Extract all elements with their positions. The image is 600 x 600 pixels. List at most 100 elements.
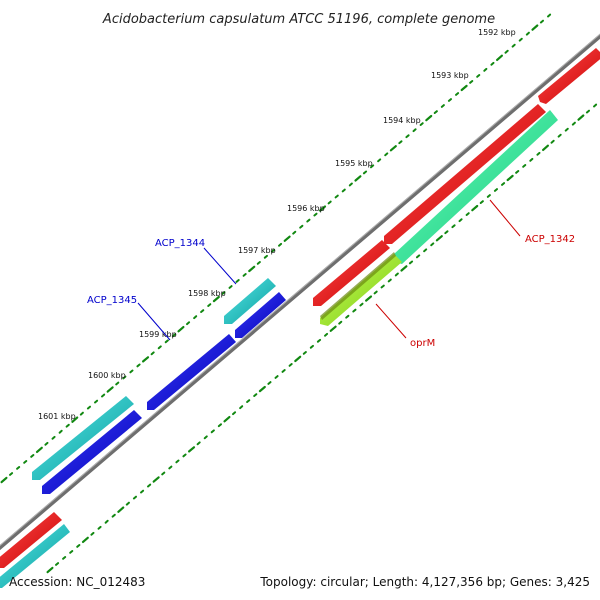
cds-blue-2[interactable]	[147, 334, 236, 410]
major-tick	[142, 356, 150, 363]
minor-tick	[370, 164, 375, 169]
major-tick	[283, 235, 291, 242]
minor-tick	[593, 103, 598, 108]
map-title: Acidobacterium capsulatum ATCC 51196, co…	[102, 12, 495, 27]
cds-blue-3[interactable]	[42, 410, 142, 494]
minor-tick	[125, 501, 130, 506]
minor-tick	[557, 133, 562, 138]
minor-tick	[69, 550, 74, 554]
genome-backbone-highlight	[0, 33, 600, 547]
minor-tick	[270, 248, 276, 253]
gene-label-opr-m[interactable]: oprM	[410, 338, 435, 349]
minor-tick	[483, 67, 488, 72]
minor-tick	[228, 285, 233, 289]
minor-tick	[30, 454, 35, 458]
cds-red-2[interactable]	[313, 240, 390, 306]
minor-tick	[281, 369, 286, 373]
minor-tick	[129, 369, 134, 374]
minor-tick	[55, 562, 60, 566]
major-tick	[188, 446, 196, 453]
minor-tick	[433, 110, 438, 114]
minor-tick	[79, 411, 84, 416]
major-tick	[531, 24, 539, 31]
minor-tick	[387, 278, 392, 283]
gene-label-acp-1342[interactable]: ACP_1342	[525, 234, 575, 245]
minor-tick	[324, 332, 329, 337]
major-tick	[400, 265, 408, 272]
major-tick	[389, 145, 397, 152]
gene-label-acp-1345[interactable]: ACP_1345	[87, 295, 137, 306]
minor-tick	[65, 423, 70, 428]
minor-tick	[373, 290, 378, 295]
minor-tick	[440, 104, 445, 108]
major-tick	[365, 295, 373, 302]
minor-tick	[493, 188, 498, 192]
minor-tick	[221, 291, 226, 295]
minor-tick	[182, 453, 187, 458]
cds-cyan-bottom[interactable]	[0, 524, 70, 588]
minor-tick	[539, 19, 544, 24]
outer-tick-track	[0, 13, 552, 484]
minor-tick	[232, 411, 237, 416]
kbp-label: 1597 kbp	[238, 246, 276, 255]
major-tick	[506, 174, 514, 182]
minor-tick	[200, 309, 205, 313]
cds-red-bottom[interactable]	[0, 512, 62, 568]
minor-tick	[186, 321, 191, 326]
minor-tick	[62, 556, 67, 560]
minor-tick	[476, 74, 481, 78]
minor-tick	[235, 279, 240, 283]
minor-tick	[405, 134, 410, 139]
inner-tick-track	[46, 103, 598, 574]
cds-acp-1342-b[interactable]	[394, 110, 558, 264]
major-tick	[577, 114, 585, 121]
minor-tick	[246, 399, 251, 403]
callout-acp-1345	[137, 302, 171, 341]
minor-tick	[147, 483, 152, 488]
minor-tick	[115, 381, 120, 386]
minor-tick	[518, 37, 523, 42]
minor-tick	[377, 158, 382, 163]
minor-tick	[380, 284, 385, 289]
callout-acp-1342	[489, 199, 521, 237]
minor-tick	[16, 466, 21, 470]
major-tick	[354, 175, 362, 182]
minor-tick	[263, 254, 268, 259]
cds-acp-1345[interactable]	[235, 292, 286, 338]
minor-tick	[267, 381, 272, 385]
minor-tick	[51, 435, 56, 440]
minor-tick	[193, 315, 198, 320]
minor-tick	[419, 122, 424, 126]
minor-tick	[23, 460, 28, 464]
cds-cyan-2[interactable]	[32, 396, 134, 480]
minor-tick	[479, 200, 484, 204]
cds-opr-m[interactable]	[320, 254, 402, 326]
minor-tick	[525, 31, 530, 36]
minor-tick	[140, 489, 145, 494]
minor-tick	[430, 242, 435, 247]
cds-acp-1342[interactable]	[384, 104, 546, 244]
minor-tick	[161, 471, 166, 476]
major-tick	[541, 144, 550, 151]
minor-tick	[348, 182, 353, 187]
minor-tick	[455, 92, 460, 96]
minor-tick	[550, 139, 555, 144]
accession-text: Accession: NC_012483	[9, 575, 145, 589]
major-tick	[81, 536, 89, 544]
callout-opr-m	[375, 303, 407, 339]
minor-tick	[217, 423, 222, 428]
minor-tick	[469, 80, 474, 84]
cds-acp-1341[interactable]	[538, 48, 600, 104]
major-tick	[294, 355, 302, 363]
minor-tick	[501, 182, 506, 186]
minor-tick	[564, 127, 569, 132]
major-tick	[46, 566, 54, 574]
major-tick	[435, 235, 443, 242]
kbp-label: 1599 kbp	[139, 330, 177, 339]
gene-label-acp-1344[interactable]: ACP_1344	[155, 238, 205, 249]
minor-tick	[122, 375, 127, 380]
cds-acp-1344[interactable]	[224, 278, 276, 324]
minor-tick	[352, 308, 357, 313]
minor-tick	[175, 459, 180, 464]
